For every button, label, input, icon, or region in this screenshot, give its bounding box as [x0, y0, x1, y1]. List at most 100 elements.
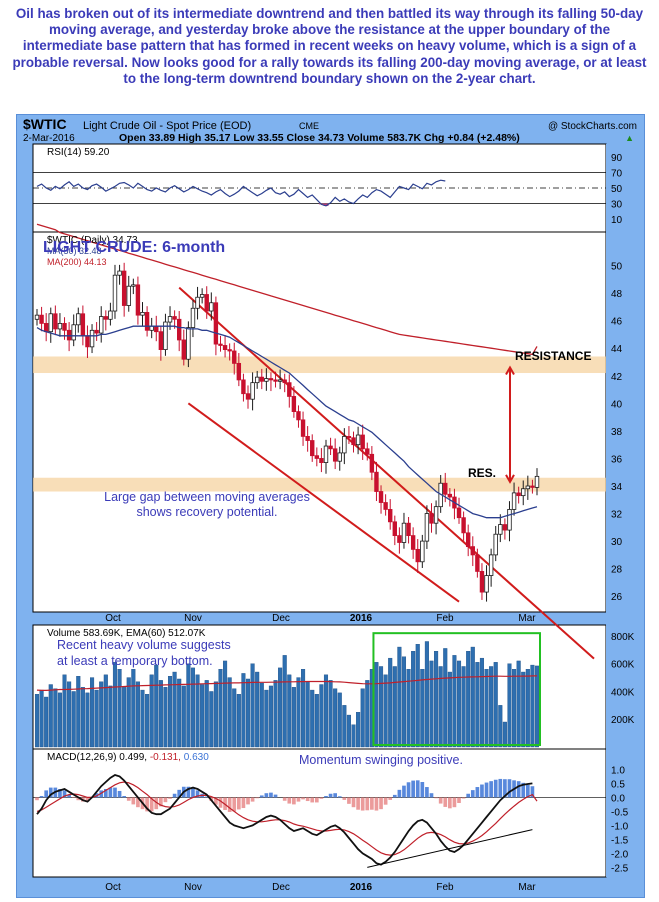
candle-body — [209, 302, 214, 312]
volume-bar — [117, 669, 122, 748]
volume-bar — [470, 646, 475, 748]
volume-highlight-box — [372, 632, 542, 747]
macd-legend: MACD(12,26,9) 0.499, -0.131, 0.630 — [47, 752, 209, 763]
candle-body — [103, 316, 109, 320]
candle-body — [204, 294, 209, 312]
macd-histogram-bar — [438, 797, 443, 804]
macd-histogram-bar — [218, 797, 223, 808]
month-label-top: Oct — [105, 613, 121, 624]
candle-body — [328, 445, 333, 450]
volume-bar — [333, 688, 338, 748]
macd-histogram-bar — [62, 790, 67, 798]
macd-histogram-bar — [370, 797, 374, 810]
ma50-line — [36, 325, 538, 519]
macd-histogram-bar — [246, 797, 250, 805]
candle-body — [126, 285, 131, 306]
volume-bar — [255, 671, 260, 748]
macd-histogram-bar — [503, 779, 507, 798]
candle-body — [199, 294, 205, 298]
macd-histogram-bar — [122, 796, 126, 798]
macd-histogram-bar — [415, 780, 420, 798]
month-label-bottom: Dec — [272, 882, 290, 893]
ma200-legend: MA(200) 44.13 — [47, 257, 107, 267]
candle-body — [39, 314, 44, 324]
volume-bar — [507, 663, 512, 748]
candle-body — [502, 524, 508, 531]
macd-histogram-bar — [292, 797, 296, 805]
ma50-legend: MA(50) 32.48 — [47, 246, 102, 256]
candle-body — [112, 274, 118, 312]
macd-histogram-bar — [351, 797, 356, 808]
macd-legend-signal: -0.131, — [150, 752, 184, 763]
macd-histogram-bar — [383, 797, 388, 805]
month-label-top: Feb — [436, 613, 454, 624]
volume-bar — [140, 689, 145, 748]
candle-body — [388, 509, 393, 523]
month-label-top: Nov — [184, 613, 202, 624]
volume-bar — [245, 678, 251, 748]
volume-bar — [273, 680, 278, 748]
macd-histogram-bar — [48, 787, 53, 798]
macd-histogram-bar — [264, 793, 269, 798]
candle-body — [516, 492, 521, 497]
volume-bar — [406, 669, 411, 748]
candle-body — [511, 492, 517, 510]
candle-body — [332, 448, 338, 462]
candle-body — [475, 554, 480, 572]
macd-histogram-bar — [71, 797, 76, 798]
chart-frame: $WTIC Light Crude Oil - Spot Price (EOD)… — [16, 114, 645, 898]
rsi-line — [36, 179, 446, 207]
macd-histogram-bar — [356, 797, 360, 810]
candle-body — [89, 329, 95, 348]
macd-histogram-bar — [126, 797, 131, 801]
candle-body — [424, 513, 430, 542]
volume-bar — [218, 669, 223, 748]
volume-bar — [80, 687, 85, 748]
price-tick-label: 46 — [611, 317, 623, 328]
volume-bar — [291, 687, 296, 748]
candle-body — [534, 475, 540, 488]
candle-body — [355, 434, 361, 446]
candle-body — [323, 445, 329, 463]
macd-histogram-bar — [342, 797, 347, 800]
rsi-tick-label: 90 — [611, 153, 623, 164]
volume-bar — [167, 676, 173, 748]
volume-bar — [126, 677, 131, 748]
candle-body — [131, 284, 136, 287]
price-tick-label: 26 — [611, 592, 623, 603]
volume-bar — [360, 688, 365, 748]
macd-histogram-bar — [457, 797, 461, 803]
copyright-label: @ StockCharts.com — [548, 121, 637, 132]
candle-body — [351, 437, 356, 446]
up-arrow-icon: ▲ — [625, 133, 634, 143]
macd-legend-macd: MACD(12,26,9) 0.499, — [47, 752, 150, 763]
symbol-label: $WTIC — [23, 116, 67, 132]
candle-body — [447, 493, 453, 498]
candle-body — [397, 535, 402, 543]
volume-bar — [177, 678, 182, 748]
candle-body — [461, 517, 466, 534]
candle-body — [259, 376, 264, 382]
candle-body — [135, 284, 141, 316]
price-legend-symbol: $WTIC (Daily) 34.73 — [47, 235, 138, 246]
candle-body — [268, 378, 274, 381]
candle-body — [493, 533, 498, 556]
candle-body — [530, 485, 535, 488]
macd-histogram-bar — [448, 797, 452, 809]
macd-annotation: Momentum swinging positive. — [299, 753, 463, 767]
commentary-text: Oil has broken out of its intermediate d… — [12, 6, 647, 86]
candle-body — [108, 310, 113, 320]
date-label: 2-Mar-2016 — [23, 133, 75, 144]
macd-histogram-bar — [186, 786, 191, 798]
volume-bar — [415, 644, 420, 748]
macd-histogram-bar — [259, 795, 264, 798]
macd-histogram-bar — [498, 778, 503, 798]
volume-bar — [48, 684, 53, 748]
macd-histogram-bar — [521, 782, 526, 798]
volume-bar — [44, 696, 49, 748]
candle-body — [429, 513, 434, 524]
candle-body — [213, 302, 219, 345]
candle-body — [71, 324, 76, 341]
candle-body — [498, 524, 503, 535]
macd-histogram-bar — [35, 797, 39, 801]
